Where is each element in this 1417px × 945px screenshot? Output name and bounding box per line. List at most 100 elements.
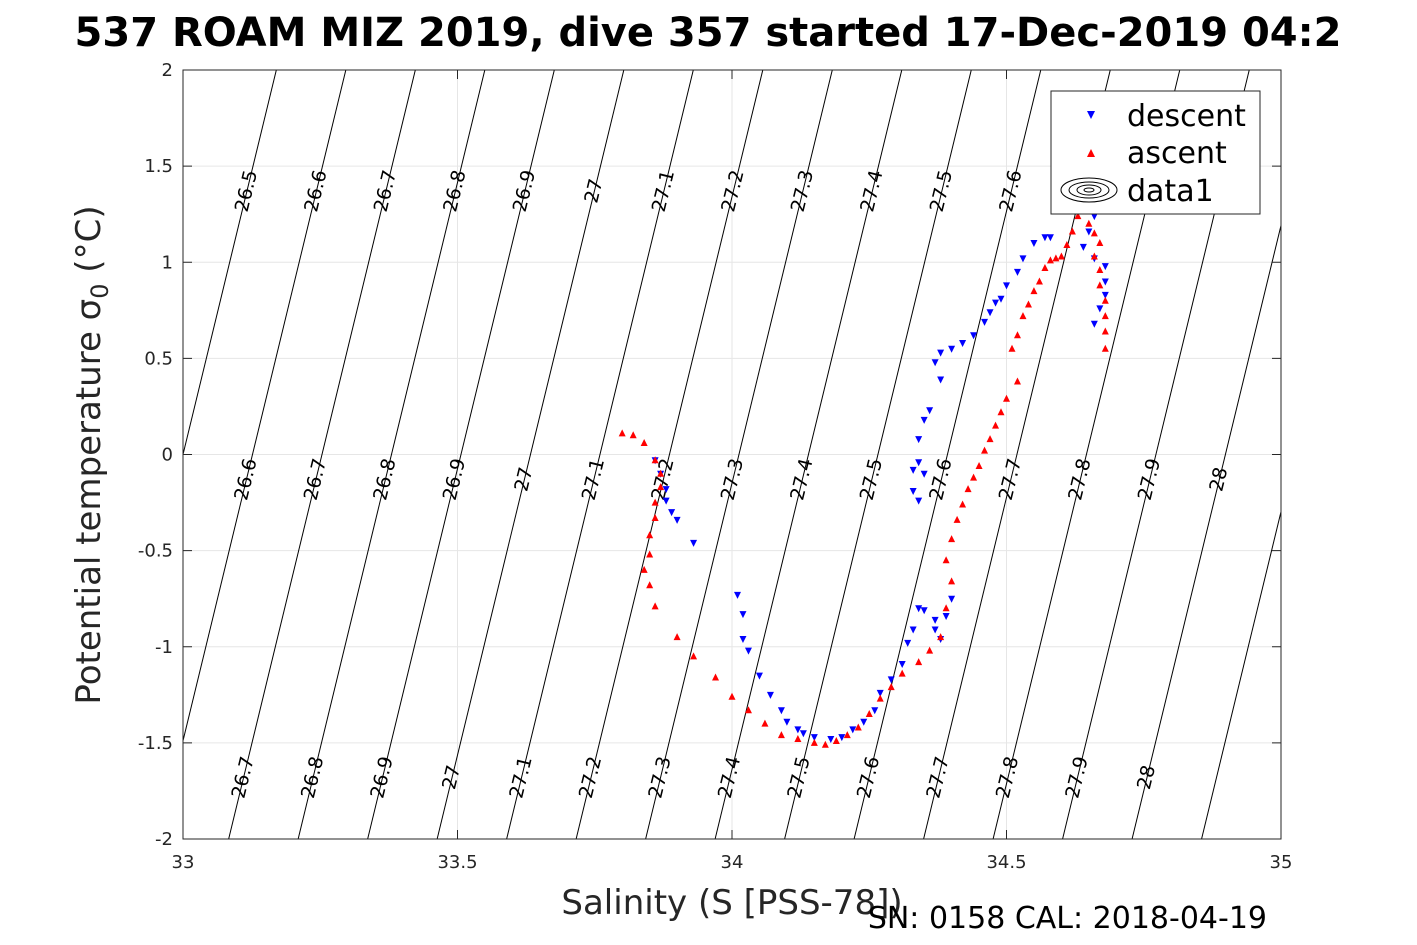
descent-point [920,416,928,424]
calibration-footer: SN: 0158 CAL: 2018-04-19 [868,901,1267,936]
ascent-point [1101,327,1109,335]
contour-line [183,70,347,743]
descent-point [1101,263,1109,271]
descent-point [673,516,681,524]
ascent-point [629,431,637,439]
contour-line [297,70,486,839]
legend-descent-label: descent [1127,99,1246,134]
y-axis-label-subscript: 0 [86,283,114,298]
ascent-point [997,408,1005,416]
contour-line [784,70,972,839]
contour-line [367,70,555,839]
ascent-point [618,429,626,437]
descent-point [915,459,923,467]
descent-point [744,647,752,655]
descent-point [668,509,676,517]
axis-ticks: 33 33.5 34 34.5 35 -2 -1.5 -1 -0.5 0 0.5 1 1.5 2 [138,60,1293,873]
descent-point [838,734,846,742]
descent-point [1003,282,1010,290]
ascent-point [651,456,659,464]
grid-lines [183,70,1281,839]
y-tick-label: 0.5 [144,348,173,369]
legend-contour-icon [1060,177,1118,203]
ascent-point [1003,394,1010,402]
descent-point [766,691,774,699]
descent-point [860,718,868,726]
y-tick-label: 1 [162,252,173,273]
ascent-point [1063,240,1071,248]
ascent-point [1101,344,1109,352]
descent-point [1090,320,1098,328]
descent-point [662,486,670,494]
y-tick-label: 0 [162,445,173,466]
ascent-point [1035,277,1043,285]
ascent-point [744,706,752,714]
ascent-point [810,738,818,746]
descent-point [915,497,923,505]
descent-point [997,295,1005,303]
ascent-point [1046,256,1054,264]
ascent-point [657,483,665,491]
descent-point [948,345,956,353]
ascent-point [992,421,1000,429]
descent-point [1019,255,1027,263]
ascent-series [618,204,1109,748]
ascent-point [646,531,654,539]
ascent-point [942,556,950,564]
ascent-point [712,673,720,681]
ascent-point [959,500,967,508]
ascent-point [975,462,983,470]
ascent-point [887,683,895,691]
legend-ascent-marker [1087,149,1095,157]
descent-point [898,661,906,669]
descent-point [1090,213,1098,221]
y-tick-label: 2 [162,60,173,81]
descent-point [1030,240,1038,248]
descent-point [959,339,967,347]
ascent-point [1052,254,1060,262]
descent-point [948,595,956,603]
ascent-point [1090,229,1098,237]
data-series [618,203,1109,748]
ascent-point [937,633,945,641]
descent-point [937,376,945,384]
contour-line [853,70,1042,839]
ascent-point [821,740,829,748]
ascent-point [657,469,665,477]
descent-point [992,299,1000,307]
ascent-point [1057,252,1065,260]
descent-point [1101,291,1109,299]
descent-point [1096,305,1104,313]
ascent-point [970,473,978,481]
descent-point [931,616,939,624]
ascent-point [794,735,802,743]
ascent-point [1024,300,1032,308]
ascent-point [964,485,972,493]
legend-descent-marker [1087,111,1095,119]
descent-point [915,605,923,613]
ascent-point [1008,344,1016,352]
descent-point [920,470,928,478]
ascent-point [651,498,659,506]
descent-point [904,639,912,647]
descent-point [909,626,917,634]
descent-point [739,611,747,619]
ascent-point [673,633,681,641]
legend-data1-label: data1 [1127,174,1214,209]
ascent-point [1096,265,1104,273]
descent-point [1013,268,1021,276]
contour-line [183,70,277,457]
contour-line [575,70,764,839]
ascent-point [1096,239,1104,247]
ascent-point [651,602,659,610]
legend-ascent-label: ascent [1127,136,1227,171]
contour-line [1131,223,1281,839]
ascent-point [986,435,994,443]
descent-point [887,676,895,684]
descent-series [651,203,1109,744]
descent-point [794,726,802,734]
descent-point [690,539,698,547]
descent-point [739,636,747,644]
descent-point [926,407,934,415]
x-tick-label: 35 [1270,852,1293,873]
